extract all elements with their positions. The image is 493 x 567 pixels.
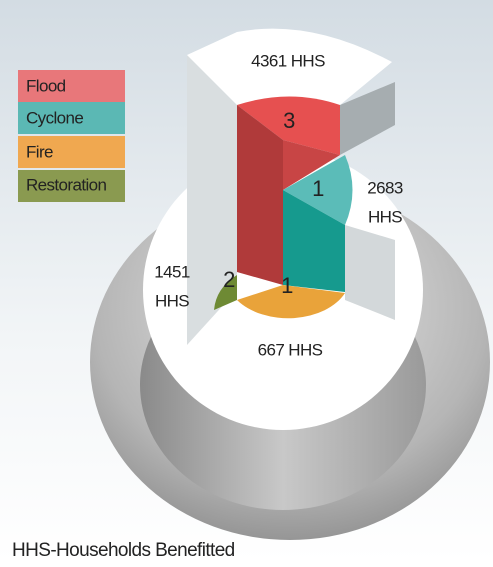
slab-right-lower xyxy=(345,225,395,320)
legend-swatch xyxy=(18,136,125,168)
cyclone-front xyxy=(283,190,345,292)
footnote: HHS-Households Benefitted xyxy=(12,540,235,561)
flood-top xyxy=(237,96,340,155)
legend-label: Fire xyxy=(26,142,53,161)
flood-front xyxy=(237,105,283,285)
households-label: 1451 xyxy=(154,262,190,281)
slab-left xyxy=(187,55,237,345)
legend-swatch xyxy=(18,70,125,102)
count-label: 1 xyxy=(312,176,324,201)
slab-right xyxy=(340,82,395,155)
households-label: HHS xyxy=(368,207,402,226)
count-label: 3 xyxy=(283,108,295,133)
households-label: HHS xyxy=(155,291,189,310)
legend-label: Flood xyxy=(26,76,66,95)
count-label: 1 xyxy=(281,273,293,298)
households-label: 2683 xyxy=(367,178,403,197)
flood-side xyxy=(283,140,340,190)
legend: Flood Cyclone Fire Restoration xyxy=(18,70,125,202)
legend-swatch xyxy=(18,102,125,134)
cyclone-top xyxy=(283,155,353,225)
households-label: 4361 HHS xyxy=(251,51,325,70)
legend-swatch xyxy=(18,170,125,202)
fire-wedge xyxy=(237,285,345,319)
households-label: 667 HHS xyxy=(258,340,323,359)
restoration-wedge xyxy=(214,275,237,310)
legend-label: Cyclone xyxy=(26,108,83,127)
count-label: 2 xyxy=(223,267,235,292)
legend-label: Restoration xyxy=(26,175,106,194)
slab-top xyxy=(187,28,392,105)
